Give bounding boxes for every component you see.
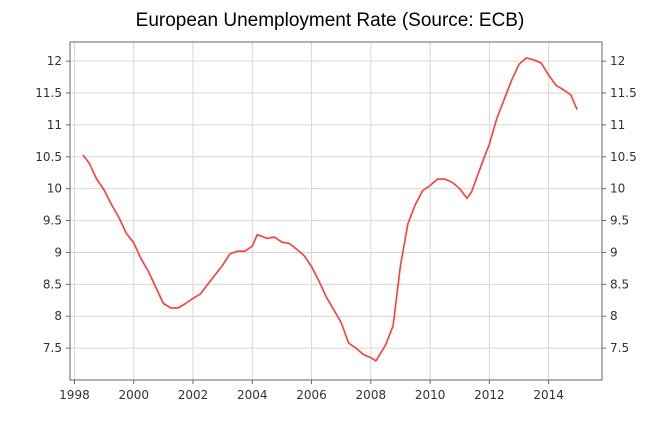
y-tick-label-left: 8	[54, 309, 62, 323]
y-tick-label-right: 10	[610, 182, 625, 196]
y-tick-label-left: 9.5	[43, 214, 62, 228]
y-tick-label-right: 9	[610, 245, 618, 259]
y-tick-label-right: 9.5	[610, 214, 629, 228]
grid-lines	[70, 42, 602, 380]
y-tick-label-right: 11	[610, 118, 625, 132]
chart-title: European Unemployment Rate (Source: ECB)	[135, 10, 525, 31]
x-tick-label: 2006	[296, 388, 327, 402]
y-tick-label-right: 12	[610, 54, 625, 68]
y-tick-label-left: 12	[47, 54, 62, 68]
y-tick-label-left: 10.5	[35, 150, 62, 164]
y-tick-label-left: 10	[47, 182, 62, 196]
x-tick-label: 1998	[59, 388, 90, 402]
x-tick-label: 2014	[533, 388, 564, 402]
y-tick-label-right: 11.5	[610, 86, 637, 100]
tick-labels: 7.5 7.5 8 8 8.5 8.5 9 9 9.5 9.5 10 10 10.5 10.5 11 11 11…	[35, 54, 636, 402]
x-tick-label: 2002	[178, 388, 209, 402]
y-tick-label-right: 10.5	[610, 150, 637, 164]
y-tick-label-left: 8.5	[43, 277, 62, 291]
y-tick-label-left: 7.5	[43, 341, 62, 355]
y-tick-label-left: 9	[54, 245, 62, 259]
axis-ticks	[66, 60, 606, 384]
series-layer	[82, 57, 578, 362]
unemployment-rate-line	[82, 57, 578, 362]
x-tick-label: 2010	[415, 388, 446, 402]
y-tick-label-right: 8.5	[610, 277, 629, 291]
x-tick-label: 2004	[237, 388, 268, 402]
y-tick-label-left: 11	[47, 118, 62, 132]
y-tick-label-right: 7.5	[610, 341, 629, 355]
y-tick-label-left: 11.5	[35, 86, 62, 100]
plot-frame	[69, 41, 603, 381]
x-tick-label: 2008	[356, 388, 387, 402]
y-tick-label-right: 8	[610, 309, 618, 323]
x-tick-label: 2012	[474, 388, 505, 402]
x-tick-label: 2000	[118, 388, 149, 402]
